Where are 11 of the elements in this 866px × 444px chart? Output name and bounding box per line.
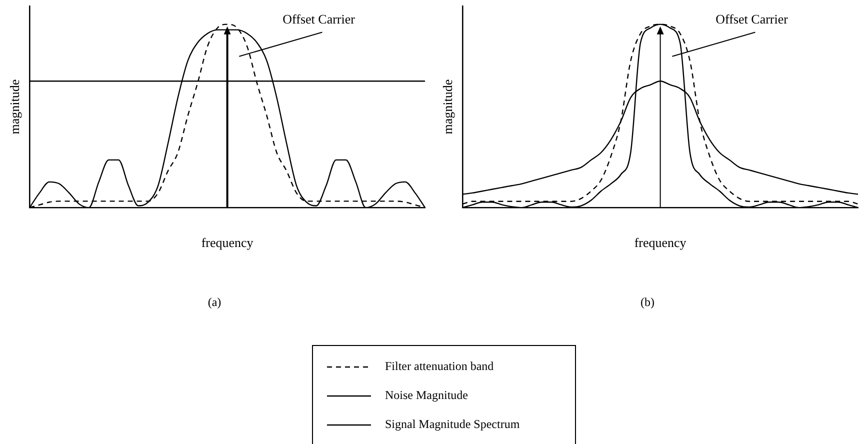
x-axis-title: frequency <box>634 235 687 250</box>
annotation: Offset Carrier <box>282 12 356 27</box>
text: (a) <box>208 294 222 309</box>
y-axis-title: magnitude <box>440 79 456 134</box>
text: (b) <box>640 294 654 309</box>
annotation: Offset Carrier <box>716 12 789 27</box>
y-axis-title: magnitude <box>7 79 22 134</box>
legend-label: Filter attenuation band <box>385 359 494 374</box>
x-axis-title: frequency <box>201 235 254 250</box>
legend-label: Signal Magnitude Spectrum <box>385 417 520 432</box>
legend-label: Noise Magnitude <box>385 388 468 403</box>
